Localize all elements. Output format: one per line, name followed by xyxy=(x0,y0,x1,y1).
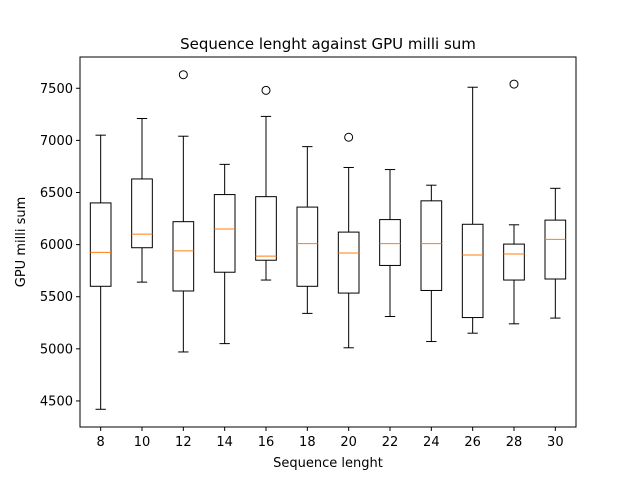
y-tick-label: 6500 xyxy=(40,186,73,201)
x-tick-label: 12 xyxy=(175,435,192,450)
box-18 xyxy=(296,146,319,314)
x-tick-label: 26 xyxy=(464,435,481,450)
axes-frame xyxy=(79,56,577,428)
outlier-point xyxy=(178,70,188,80)
plot-area xyxy=(89,70,567,410)
y-tick-label: 7500 xyxy=(40,82,73,97)
box-8 xyxy=(89,134,112,410)
box-20 xyxy=(337,132,360,349)
outlier-point xyxy=(509,79,519,89)
iqr-box xyxy=(296,206,319,287)
box-16 xyxy=(255,85,277,281)
x-tick-label: 10 xyxy=(134,435,151,450)
iqr-box xyxy=(255,196,277,261)
x-tick-label: 20 xyxy=(340,435,357,450)
x-tick-label: 28 xyxy=(506,435,523,450)
y-tick-label: 5500 xyxy=(40,290,73,305)
box-28 xyxy=(503,79,525,325)
y-tick-label: 5000 xyxy=(40,342,73,357)
iqr-box xyxy=(172,221,195,292)
y-axis-label: GPU milli sum xyxy=(14,197,29,287)
x-tick-label: 18 xyxy=(299,435,316,450)
iqr-box xyxy=(89,202,112,287)
x-axis: 8 10 12 14 16 18 20 22 24 26 28 30 xyxy=(97,427,564,450)
iqr-box xyxy=(544,219,567,280)
x-tick-label: 30 xyxy=(547,435,564,450)
x-tick-label: 24 xyxy=(423,435,440,450)
x-tick-label: 22 xyxy=(382,435,399,450)
box-26 xyxy=(461,86,484,334)
iqr-box xyxy=(379,219,401,266)
iqr-box xyxy=(213,194,236,273)
iqr-box xyxy=(461,223,484,319)
box-10 xyxy=(131,117,153,283)
box-30 xyxy=(544,187,567,319)
x-tick-label: 14 xyxy=(216,435,233,450)
outlier-point xyxy=(344,132,354,142)
box-12 xyxy=(172,70,195,353)
y-tick-label: 6000 xyxy=(40,238,73,253)
outlier-point xyxy=(261,85,271,95)
x-tick-label: 8 xyxy=(97,435,105,450)
box-14 xyxy=(213,163,236,345)
x-axis-label: Sequence lenght xyxy=(273,456,383,471)
y-tick-label: 4500 xyxy=(40,394,73,409)
iqr-box xyxy=(131,178,153,249)
box-22 xyxy=(379,169,401,318)
iqr-box xyxy=(503,243,525,281)
iqr-box xyxy=(337,231,360,294)
box-24 xyxy=(420,184,443,343)
y-axis: 4500 5000 5500 6000 6500 7000 7500 xyxy=(40,82,80,409)
y-tick-label: 7000 xyxy=(40,134,73,149)
x-tick-label: 16 xyxy=(258,435,275,450)
chart-title: Sequence lenght against GPU milli sum xyxy=(180,35,476,53)
iqr-box xyxy=(420,200,443,291)
